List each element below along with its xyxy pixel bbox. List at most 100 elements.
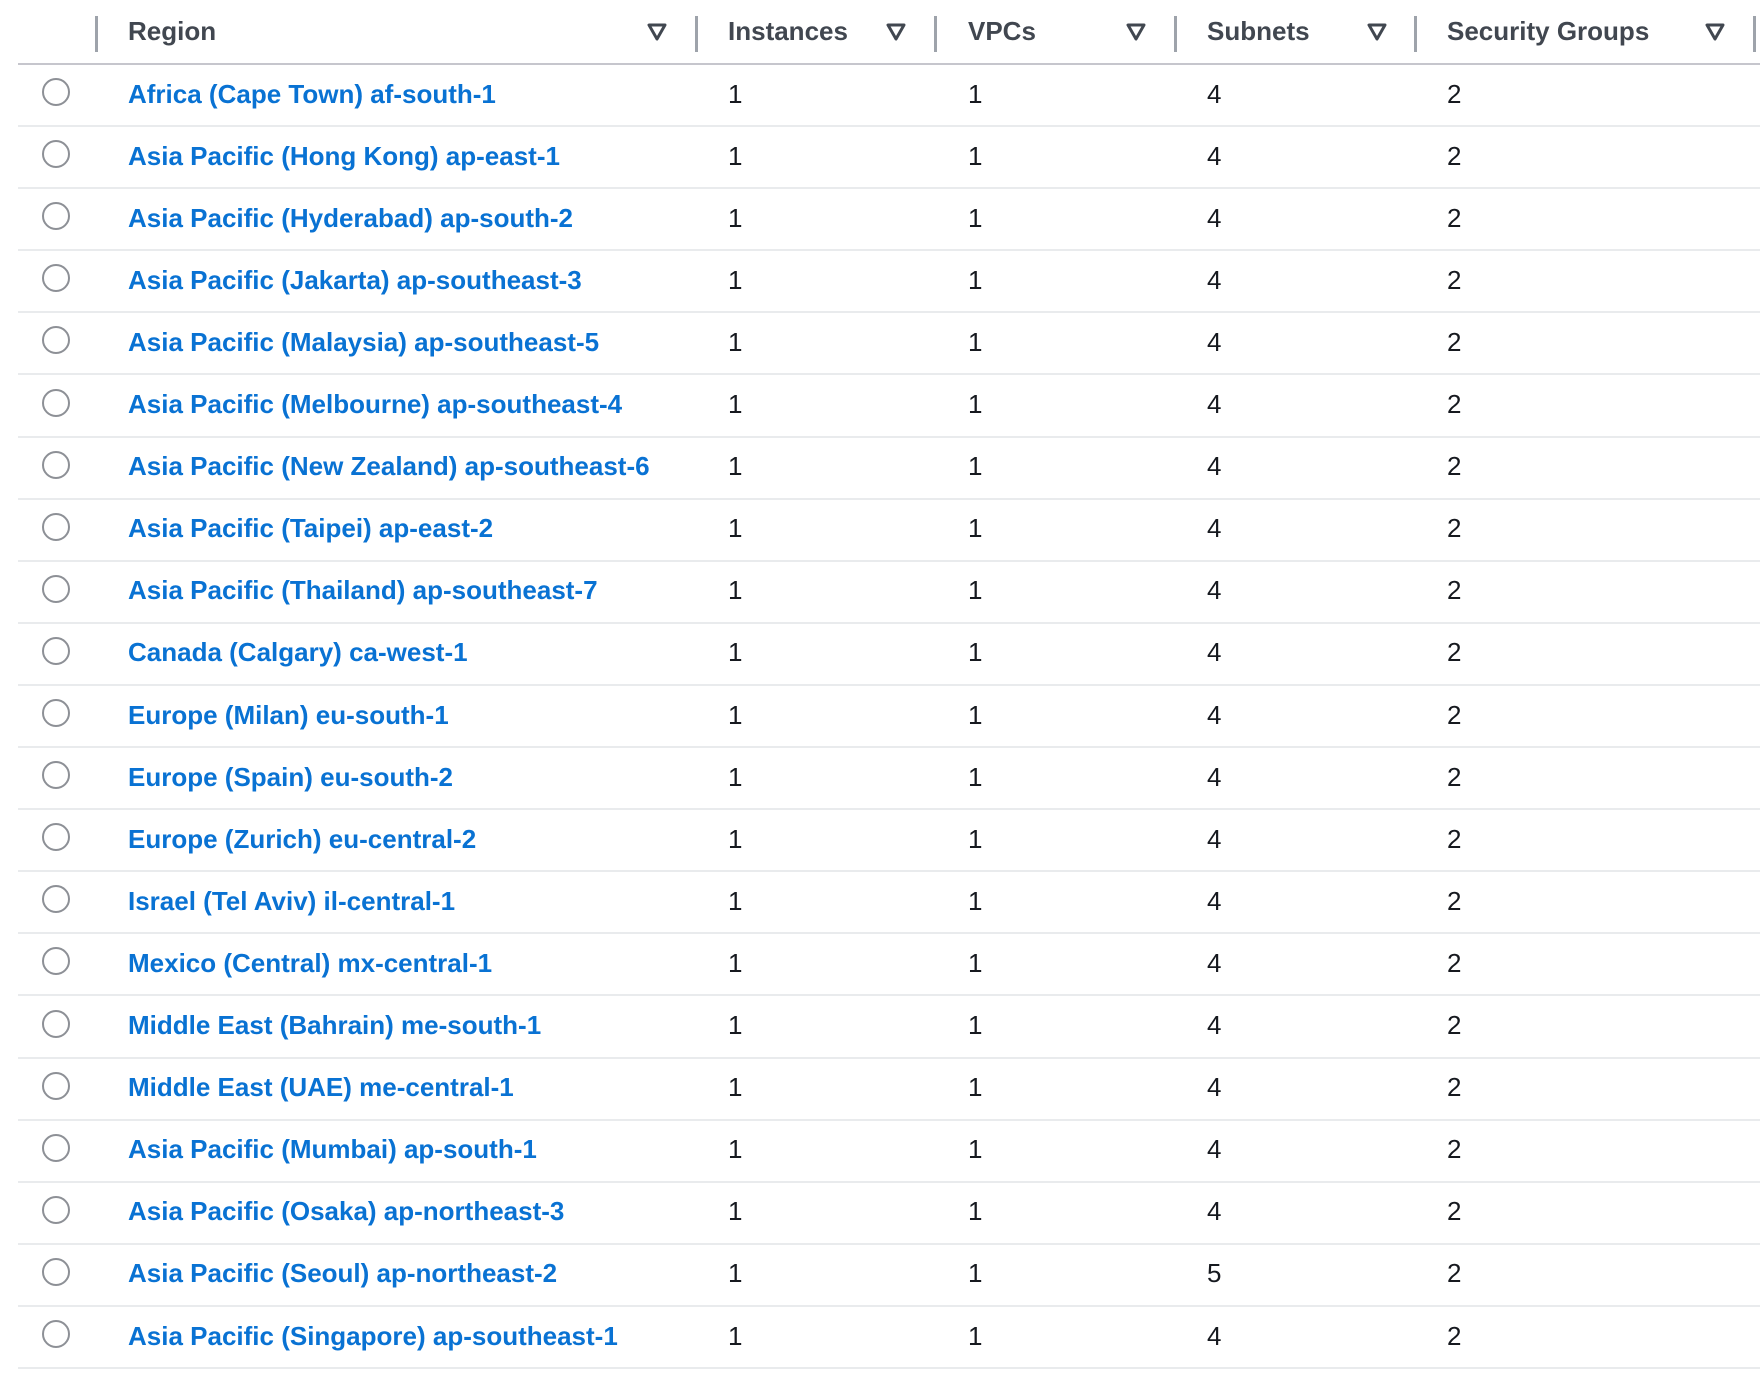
column-resize-handle[interactable] [1174, 16, 1177, 52]
cell: 1 [728, 1181, 742, 1243]
cell: 2 [1447, 870, 1461, 932]
cell-vpcs: 1 [968, 947, 983, 978]
cell: 4 [1207, 746, 1221, 808]
column-resize-handle[interactable] [695, 16, 698, 52]
filter-triangle-icon[interactable] [1125, 22, 1147, 42]
cell: 1 [968, 1243, 982, 1305]
row-select-radio[interactable] [42, 1320, 70, 1348]
cell-instances: 1 [728, 575, 743, 606]
cell: 1 [728, 746, 742, 808]
cell-vpcs: 1 [968, 451, 983, 482]
cell-security-groups: 2 [1447, 451, 1462, 482]
region-link[interactable]: Europe (Milan) eu-south-1 [128, 699, 449, 730]
cell: Europe (Spain) eu-south-2 [128, 746, 453, 808]
table-row: Asia Pacific (Hyderabad) ap-south-2 1 1 4 2 [18, 187, 1760, 252]
cell-subnets: 4 [1207, 1320, 1222, 1351]
filter-triangle-icon[interactable] [885, 22, 907, 42]
row-select-radio[interactable] [42, 78, 70, 106]
row-select-radio[interactable] [42, 264, 70, 293]
cell: 1 [968, 1057, 982, 1119]
row-select-radio[interactable] [42, 761, 70, 790]
region-link[interactable]: Asia Pacific (Singapore) ap-southeast-1 [128, 1320, 618, 1351]
region-link[interactable]: Asia Pacific (Melbourne) ap-southeast-4 [128, 389, 623, 419]
cell-instances: 1 [728, 326, 743, 357]
region-link[interactable]: Asia Pacific (New Zealand) ap-southeast-… [128, 451, 650, 482]
region-link[interactable]: Asia Pacific (Mumbai) ap-south-1 [128, 1134, 537, 1165]
row-select-radio[interactable] [42, 202, 70, 231]
cell: Asia Pacific (Thailand) ap-southeast-7 [128, 560, 598, 622]
cell: 1 [728, 1057, 742, 1119]
row-select-radio[interactable] [42, 947, 70, 976]
row-select-radio[interactable] [42, 512, 70, 541]
cell-vpcs: 1 [968, 885, 983, 916]
column-resize-handle[interactable] [95, 16, 98, 52]
table-header: Region Instances VPCs Subnets Security Group… [18, 0, 1760, 65]
cell: 1 [728, 63, 742, 125]
filter-triangle-icon[interactable] [646, 22, 668, 42]
region-link[interactable]: Asia Pacific (Hyderabad) ap-south-2 [128, 202, 573, 233]
region-link[interactable]: Middle East (UAE) me-central-1 [128, 1072, 514, 1103]
cell-instances: 1 [728, 885, 743, 916]
region-link[interactable]: Canada (Calgary) ca-west-1 [128, 637, 468, 668]
row-select-radio[interactable] [42, 1257, 70, 1286]
row-select-radio[interactable] [42, 699, 70, 727]
row-select-radio[interactable] [42, 140, 70, 169]
column-resize-handle[interactable] [934, 16, 937, 52]
cell: 4 [1207, 932, 1221, 994]
row-select-radio[interactable] [42, 885, 70, 914]
region-link[interactable]: Middle East (Bahrain) me-south-1 [128, 1010, 542, 1040]
row-select-radio[interactable] [42, 823, 70, 852]
column-header-subnets[interactable]: Subnets [1207, 16, 1310, 46]
row-select-radio[interactable] [42, 636, 70, 665]
cell-security-groups: 2 [1447, 885, 1462, 916]
filter-triangle-icon[interactable] [1366, 22, 1388, 42]
cell: 4 [1207, 498, 1221, 560]
cell: 1 [968, 1305, 982, 1367]
region-link[interactable]: Asia Pacific (Seoul) ap-northeast-2 [128, 1258, 558, 1289]
table-row: Europe (Milan) eu-south-1 1 1 4 2 [18, 684, 1760, 748]
region-link[interactable]: Asia Pacific (Jakarta) ap-southeast-3 [128, 264, 582, 295]
region-link[interactable]: Israel (Tel Aviv) il-central-1 [128, 885, 456, 916]
column-header-instances[interactable]: Instances [728, 16, 848, 46]
cell: 2 [1447, 498, 1461, 560]
cell: 1 [968, 498, 982, 560]
region-link[interactable]: Asia Pacific (Thailand) ap-southeast-7 [128, 575, 598, 606]
cell-subnets: 4 [1207, 202, 1222, 233]
region-link[interactable]: Asia Pacific (Taipei) ap-east-2 [128, 513, 494, 544]
column-resize-handle[interactable] [1753, 16, 1756, 52]
cell: 4 [1207, 125, 1221, 187]
region-link[interactable]: Mexico (Central) mx-central-1 [128, 947, 493, 978]
cell-subnets: 4 [1207, 389, 1222, 419]
column-resize-handle[interactable] [1414, 16, 1417, 52]
column-header-vpcs[interactable]: VPCs [968, 16, 1036, 46]
cell: 1 [968, 249, 982, 311]
region-link[interactable]: Europe (Spain) eu-south-2 [128, 761, 453, 792]
region-link[interactable]: Asia Pacific (Osaka) ap-northeast-3 [128, 1196, 565, 1227]
region-link[interactable]: Asia Pacific (Malaysia) ap-southeast-5 [128, 326, 600, 357]
row-select-radio[interactable] [42, 450, 70, 479]
row-select-radio[interactable] [42, 1133, 70, 1162]
row-select-radio[interactable] [42, 388, 70, 417]
filter-triangle-icon[interactable] [1704, 22, 1726, 42]
cell: 1 [728, 932, 742, 994]
row-select-radio[interactable] [42, 574, 70, 603]
cell: 1 [968, 1119, 982, 1181]
cell-security-groups: 2 [1447, 1196, 1462, 1227]
row-select-radio[interactable] [42, 1195, 70, 1224]
column-header-security-groups[interactable]: Security Groups [1447, 16, 1650, 46]
region-link[interactable]: Africa (Cape Town) af-south-1 [128, 78, 496, 109]
cell-vpcs: 1 [968, 1134, 983, 1165]
row-select-radio[interactable] [42, 326, 70, 355]
cell: Middle East (UAE) me-central-1 [128, 1057, 514, 1119]
cell-subnets: 4 [1207, 885, 1222, 916]
cell: 1 [728, 498, 742, 560]
region-link[interactable]: Europe (Zurich) eu-central-2 [128, 823, 477, 854]
cell: 1 [968, 932, 982, 994]
cell-subnets: 4 [1207, 575, 1222, 606]
row-select-radio[interactable] [42, 1009, 70, 1038]
region-link[interactable]: Asia Pacific (Hong Kong) ap-east-1 [128, 140, 560, 171]
cell: 4 [1207, 436, 1221, 498]
row-select-radio[interactable] [42, 1071, 70, 1100]
column-header-region[interactable]: Region [128, 16, 217, 46]
cell: 1 [728, 560, 742, 622]
